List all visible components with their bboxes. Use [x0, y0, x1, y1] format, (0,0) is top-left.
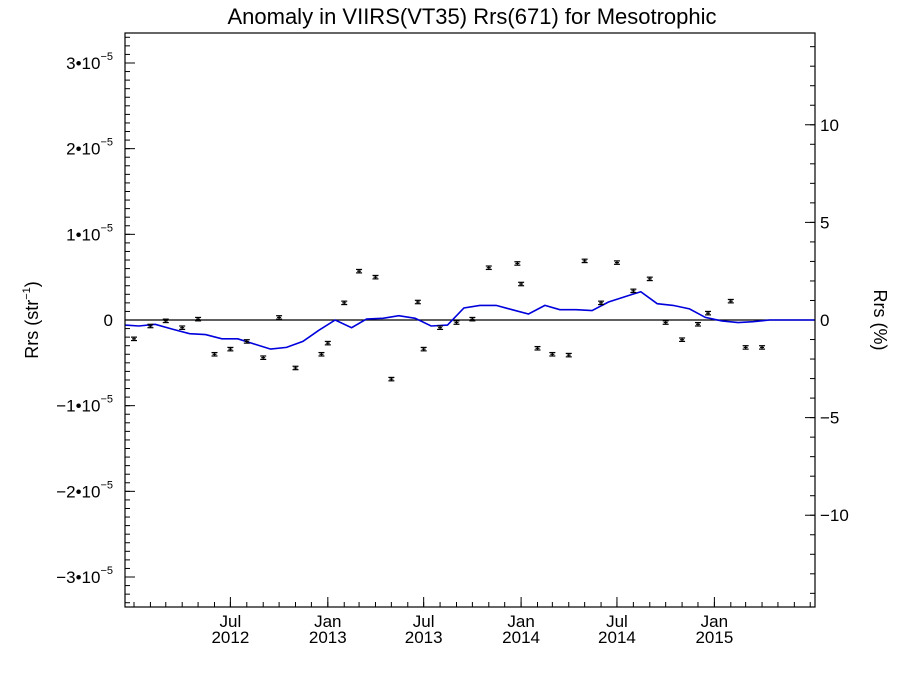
- x-tick-label-year: 2014: [598, 628, 636, 647]
- x-tick-label-month: Jan: [701, 612, 728, 631]
- data-point: [518, 281, 525, 287]
- y-axis-label-text: Rrs (str: [22, 300, 42, 359]
- y-tick-exponent: −5: [100, 222, 113, 234]
- data-point: [211, 351, 218, 357]
- data-point: [679, 337, 686, 343]
- x-tick-label-year: 2013: [309, 628, 347, 647]
- y2-tick-label: 10: [820, 116, 839, 135]
- data-point: [705, 310, 712, 316]
- data-point: [420, 346, 427, 352]
- y-tick-exponent: −5: [100, 479, 113, 491]
- y2-tick-label: −5: [820, 409, 839, 428]
- data-point: [227, 346, 234, 352]
- y-tick-mantissa: −1•10: [56, 397, 100, 416]
- x-tick-label-month: Jul: [606, 612, 628, 631]
- data-point: [388, 376, 395, 382]
- data-point: [437, 325, 444, 331]
- data-point: [243, 339, 250, 344]
- data-point: [613, 260, 620, 265]
- data-point: [131, 336, 138, 342]
- data-point: [727, 298, 734, 304]
- data-point: [414, 299, 421, 305]
- y-tick-label: −3•10−5: [56, 565, 113, 587]
- data-point: [694, 321, 701, 327]
- y-tick-mantissa: −3•10: [56, 568, 100, 587]
- data-point: [324, 340, 331, 346]
- y-tick-exponent: −5: [100, 565, 113, 577]
- y-tick-label: −2•10−5: [56, 479, 113, 501]
- data-point: [318, 351, 325, 357]
- y-tick-label: 2•10−5: [66, 137, 113, 159]
- data-point: [742, 345, 749, 350]
- y-axis-label-superscript: −1: [21, 287, 33, 300]
- data-point: [276, 315, 283, 320]
- y2-tick-label: 0: [820, 311, 829, 330]
- data-point: [662, 320, 669, 325]
- data-point: [356, 268, 363, 274]
- data-point: [759, 345, 766, 350]
- plot-area: [124, 258, 815, 382]
- y-tick-mantissa: 1•10: [66, 225, 100, 244]
- data-point: [453, 320, 460, 325]
- x-tick-label-month: Jul: [220, 612, 242, 631]
- data-point: [581, 258, 588, 264]
- y-axis-label-suffix: ): [22, 281, 42, 287]
- y2-tick-label: −10: [820, 506, 849, 525]
- y-tick-label: 1•10−5: [66, 222, 113, 244]
- y-tick-exponent: −5: [100, 394, 113, 406]
- data-point: [630, 288, 637, 294]
- data-point: [341, 300, 348, 306]
- data-point: [534, 345, 541, 351]
- data-point: [162, 318, 169, 324]
- y-tick-label: 3•10−5: [66, 51, 113, 73]
- y-tick-label: −1•10−5: [56, 394, 113, 416]
- x-tick-label-year: 2013: [405, 628, 443, 647]
- data-point: [514, 261, 521, 266]
- y2-axis-label: Rrs (%): [870, 290, 890, 351]
- data-point: [646, 276, 653, 282]
- data-point: [292, 365, 299, 371]
- plot-frame: [124, 32, 816, 608]
- x-tick-label-month: Jan: [314, 612, 341, 631]
- data-point: [598, 300, 605, 306]
- data-point: [372, 274, 379, 280]
- axis-ticks: 3•10−52•10−51•10−50−1•10−5−2•10−5−3•10−5…: [56, 36, 849, 647]
- chart-title: Anomaly in VIIRS(VT35) Rrs(671) for Meso…: [227, 4, 716, 29]
- data-point: [549, 351, 556, 357]
- x-tick-label-month: Jan: [507, 612, 534, 631]
- x-tick-label-month: Jul: [413, 612, 435, 631]
- y-axis-label: Rrs (str−1): [21, 281, 42, 359]
- series-line: [124, 290, 815, 350]
- y-tick-mantissa: 2•10: [66, 140, 100, 159]
- y-tick-label: 0: [104, 311, 113, 330]
- data-point: [469, 316, 476, 322]
- x-tick-label-year: 2012: [211, 628, 249, 647]
- data-point: [260, 355, 267, 361]
- y2-tick-label: 5: [820, 213, 829, 232]
- x-tick-label-year: 2014: [502, 628, 540, 647]
- data-point: [147, 323, 154, 329]
- y-tick-exponent: −5: [100, 51, 113, 63]
- data-point: [179, 325, 186, 331]
- data-point: [485, 265, 492, 271]
- x-tick-label-year: 2015: [695, 628, 733, 647]
- y-tick-mantissa: 3•10: [66, 54, 100, 73]
- data-point: [195, 316, 202, 322]
- data-point: [565, 352, 572, 358]
- y-tick-mantissa: −2•10: [56, 482, 100, 501]
- y-tick-exponent: −5: [100, 137, 113, 149]
